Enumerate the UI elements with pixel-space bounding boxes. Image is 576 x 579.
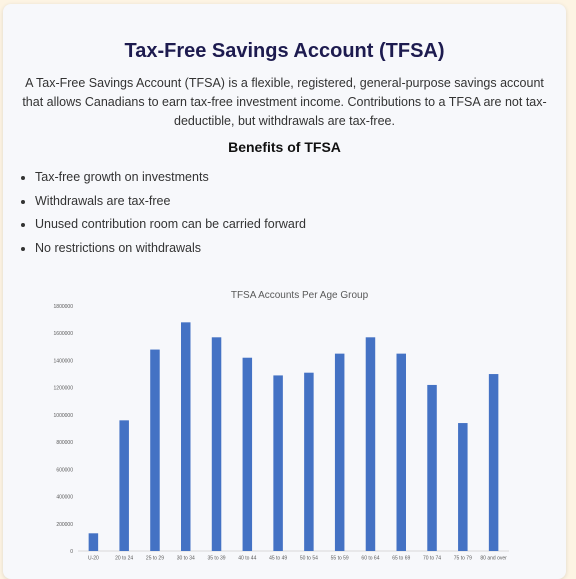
bar bbox=[150, 349, 160, 551]
benefit-item: Tax-free growth on investments bbox=[35, 168, 306, 192]
x-tick-label: 20 to 24 bbox=[115, 556, 133, 562]
bar bbox=[304, 372, 314, 551]
intro-paragraph: A Tax-Free Savings Account (TFSA) is a f… bbox=[22, 76, 547, 128]
y-tick-label: 1000000 bbox=[54, 413, 74, 419]
bar bbox=[458, 423, 468, 551]
x-tick-label: 70 to 74 bbox=[423, 556, 441, 562]
bar bbox=[273, 375, 283, 551]
x-tick-label: 40 to 44 bbox=[238, 556, 256, 562]
y-tick-label: 1400000 bbox=[54, 358, 74, 364]
chart-title: TFSA Accounts Per Age Group bbox=[231, 290, 369, 301]
y-tick-label: 1800000 bbox=[54, 304, 74, 310]
y-tick-label: 400000 bbox=[56, 495, 73, 501]
y-tick-label: 800000 bbox=[56, 440, 73, 446]
x-tick-label: 80 and over bbox=[480, 556, 507, 562]
x-tick-label: 30 to 34 bbox=[177, 556, 195, 562]
bar bbox=[488, 374, 499, 551]
x-tick-label: 75 to 79 bbox=[454, 556, 472, 562]
x-tick-label: 65 to 69 bbox=[392, 556, 410, 562]
benefit-item: Withdrawals are tax-free bbox=[35, 192, 306, 216]
bar bbox=[88, 533, 99, 551]
y-tick-label: 0 bbox=[70, 549, 73, 555]
bar bbox=[334, 353, 345, 551]
content-card: Tax-Free Savings Account (TFSA) A Tax-Fr… bbox=[3, 4, 566, 579]
x-tick-label: 50 to 54 bbox=[300, 556, 318, 562]
x-tick-label: 35 to 39 bbox=[207, 556, 225, 562]
x-tick-label: 60 to 64 bbox=[361, 556, 379, 562]
y-tick-label: 200000 bbox=[56, 522, 73, 528]
benefits-list: Tax-free growth on investments Withdrawa… bbox=[17, 168, 306, 262]
y-tick-label: 1200000 bbox=[54, 386, 74, 392]
benefits-heading: Benefits of TFSA bbox=[228, 139, 341, 155]
bar bbox=[242, 357, 253, 551]
y-tick-label: 1600000 bbox=[54, 331, 74, 337]
tfsa-bar-chart: TFSA Accounts Per Age Group 0 200000 400000… bbox=[54, 290, 509, 562]
x-tick-label: 45 to 49 bbox=[269, 556, 287, 562]
x-tick-label: U-20 bbox=[88, 556, 99, 562]
bar bbox=[427, 384, 437, 551]
bar bbox=[119, 420, 129, 551]
page-title: Tax-Free Savings Account (TFSA) bbox=[124, 40, 445, 62]
bar bbox=[396, 353, 406, 551]
x-tick-label: 55 to 59 bbox=[331, 556, 349, 562]
benefit-item: No restrictions on withdrawals bbox=[35, 239, 306, 263]
bar bbox=[365, 337, 376, 551]
bar bbox=[181, 322, 191, 551]
benefit-item: Unused contribution room can be carried … bbox=[35, 215, 306, 239]
y-tick-label: 600000 bbox=[56, 467, 73, 473]
bar bbox=[211, 337, 222, 551]
x-tick-label: 25 to 29 bbox=[146, 556, 164, 562]
